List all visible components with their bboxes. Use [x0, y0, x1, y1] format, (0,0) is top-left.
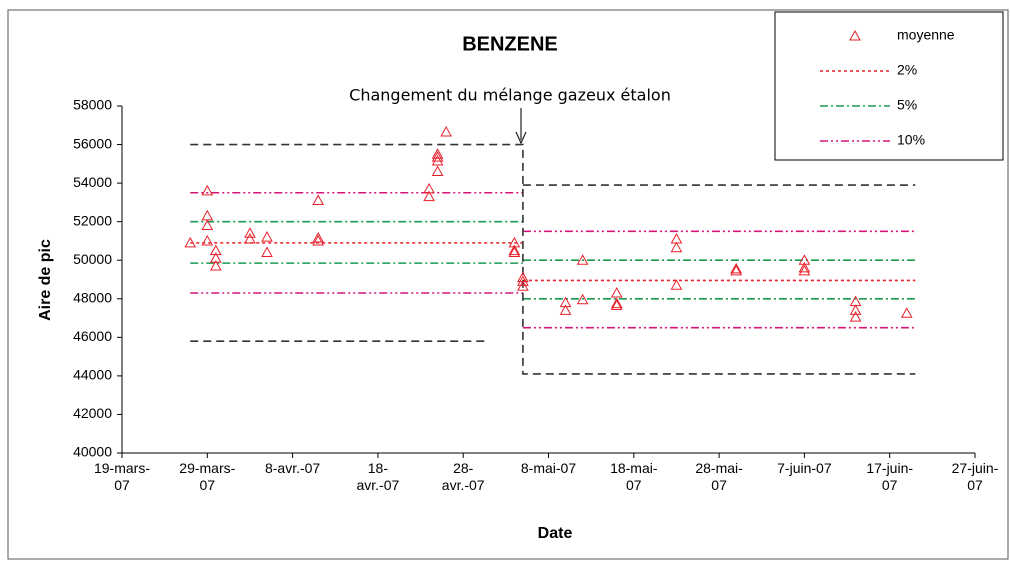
y-tick-label: 54000 [73, 174, 112, 190]
legend-marker [849, 29, 861, 41]
x-tick-label: 29-mars-07 [179, 460, 236, 493]
y-axis-title: Aire de pic [37, 239, 54, 321]
y-tick-label: 52000 [73, 212, 112, 228]
data-point [730, 262, 743, 274]
data-point [610, 286, 623, 298]
reference-line [190, 143, 916, 375]
data-point [312, 234, 325, 246]
y-tick-label: 42000 [73, 405, 112, 421]
x-tick-label: 28-avr.-07 [441, 460, 485, 493]
data-point [517, 280, 529, 291]
data-point [576, 293, 589, 305]
data-point [431, 165, 444, 177]
data-point [261, 246, 273, 258]
y-tick-label: 44000 [73, 367, 112, 383]
data-point [610, 297, 623, 309]
x-tick-label: 8-mai-07 [520, 460, 577, 476]
data-point [900, 307, 913, 318]
data-point [244, 232, 256, 244]
data-point [559, 296, 572, 308]
data-point [431, 154, 444, 166]
data-point [849, 311, 862, 322]
data-point [209, 252, 222, 263]
x-tick-label: 7-juin-07 [777, 460, 832, 476]
data-point [849, 304, 862, 315]
data-point [201, 219, 214, 231]
chart-title: BENZENE [462, 33, 558, 55]
data-point [610, 299, 623, 311]
data-point [798, 261, 811, 273]
data-point [559, 304, 572, 315]
data-point [201, 234, 214, 246]
data-point [209, 244, 222, 256]
data-point [201, 184, 214, 196]
data-point [312, 232, 325, 243]
x-tick-label: 28-mai-07 [695, 460, 743, 493]
y-tick-label: 56000 [73, 135, 112, 151]
legend-label: 10% [897, 132, 925, 148]
data-point [261, 231, 273, 242]
legend-label: 2% [897, 62, 917, 78]
x-tick-label: 27-juin-07 [951, 460, 999, 493]
arrow-head [515, 131, 527, 145]
x-tick-label: 8-avr.-07 [264, 460, 321, 476]
x-tick-label: 17-juin-07 [866, 460, 914, 493]
data-point [423, 182, 435, 194]
data-point [244, 227, 256, 238]
data-point [576, 254, 589, 265]
data-point [431, 151, 444, 162]
data-point [440, 125, 452, 137]
x-axis-title: Date [538, 525, 573, 542]
data-point [508, 246, 521, 258]
data-point [798, 254, 811, 265]
y-tick-label: 58000 [73, 97, 112, 113]
reference-line [190, 220, 916, 300]
legend-box [774, 11, 1004, 161]
x-tick-label: 18-mai-07 [610, 460, 658, 493]
data-point [184, 236, 197, 248]
data-point [670, 241, 683, 253]
data-point [209, 259, 222, 271]
data-point [730, 264, 743, 276]
y-tick-label: 46000 [73, 328, 112, 344]
data-point [798, 264, 811, 276]
data-point [423, 190, 435, 202]
data-point [670, 279, 683, 290]
data-point [517, 275, 529, 286]
y-tick-label: 50000 [73, 251, 112, 267]
x-tick-label: 18-avr.-07 [356, 460, 400, 493]
data-point [508, 244, 521, 256]
y-tick-label: 48000 [73, 289, 112, 305]
x-tick-label: 19-mars-07 [93, 460, 150, 493]
legend-label: 5% [897, 97, 917, 113]
legend-label: moyenne [897, 27, 955, 43]
data-point [312, 194, 325, 205]
annotation: Changement du mélange gazeux étalon [349, 86, 671, 105]
y-tick-label: 40000 [73, 444, 112, 460]
data-point [431, 148, 444, 159]
